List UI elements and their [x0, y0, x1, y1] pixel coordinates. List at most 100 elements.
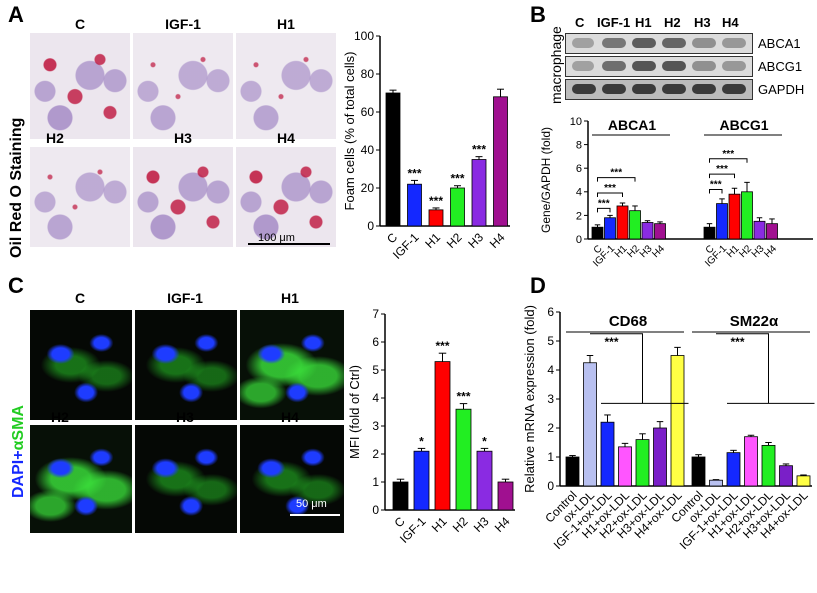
micro-title-a-h4: H4 — [277, 130, 295, 146]
chart-a-sig-2: *** — [429, 194, 443, 208]
chart-d-sm22a-3-bar — [744, 436, 758, 487]
chart-b-abcg1-h3-bar — [753, 220, 766, 240]
chart-b-sig-bracket-abca1-1 — [597, 207, 611, 213]
asma-label: αSMA — [10, 405, 27, 451]
chart-b-abcg1-h1-bar — [728, 193, 741, 240]
chart-a-ytick-label-3: 60 — [361, 105, 375, 119]
chart-d-group-cd68: CD68 — [609, 313, 647, 330]
micro-title-a-c: C — [74, 16, 86, 32]
chart-d-cd68-5-bar — [653, 427, 667, 487]
chart-b-abca1-h1-bar — [616, 205, 629, 240]
micrograph-a-h2 — [30, 147, 130, 247]
wb-blot-abcg1 — [565, 56, 753, 77]
micrograph-c-h2 — [30, 425, 132, 533]
chart-a-ytick-label-2: 40 — [361, 143, 375, 157]
chart-c-h2-bar — [455, 408, 472, 511]
chart-c-sig-1: * — [419, 434, 424, 448]
chart-c-ytick-label-7: 7 — [372, 307, 379, 321]
wb-blot-gapdh — [565, 79, 753, 100]
chart-b-sig-bracket-abca1-3 — [597, 177, 636, 182]
chart-b-ytick-label-0: 0 — [576, 234, 582, 246]
wb-lane-h4: H4 — [722, 15, 739, 30]
panel-letter-c: C — [8, 273, 24, 298]
chart-c-ytick-label-3: 3 — [372, 419, 379, 433]
chart-d-sig-bracket-cd68 — [590, 333, 643, 404]
micro-title-c-c: C — [74, 290, 86, 306]
chart-b-sig-abca1-1: *** — [598, 198, 610, 209]
chart-b-group-abca1: ABCA1 — [608, 117, 656, 133]
chart-d-sm22a-1-bar — [709, 479, 723, 487]
chart-d-cd68-0-bar — [565, 456, 580, 487]
micrograph-a-c — [30, 33, 130, 139]
chart-b-abca1-h4-bar — [654, 223, 666, 240]
chart-a-h1-bar — [428, 209, 444, 227]
macrophage-label: macrophage — [548, 26, 564, 104]
chart-b-abca1-h3-bar — [641, 222, 654, 240]
chart-a-ytick-label-4: 80 — [361, 67, 375, 81]
micro-title-a-h2: H2 — [46, 130, 64, 146]
chart-a-xlabel-2: H1 — [422, 230, 443, 251]
chart-d-ytick-label-3: 3 — [547, 392, 554, 406]
micrograph-c-h3 — [135, 425, 237, 533]
chart-b-abcg1-h2-bar — [741, 191, 753, 240]
dapi-label: DAPI+ — [10, 450, 27, 498]
chart-a-xlabel-4: H3 — [465, 230, 486, 251]
chart-d-ytick-label-0: 0 — [547, 479, 554, 493]
micro-title-a-igf1: IGF-1 — [165, 16, 201, 32]
chart-c-xlabel-4: H3 — [471, 514, 492, 535]
chart-d-ytick-label-1: 1 — [547, 450, 554, 464]
wb-lane-h3: H3 — [694, 15, 711, 30]
chart-c-c-bar — [392, 481, 409, 511]
chart-d-sm22a-0-bar — [691, 456, 706, 487]
micro-title-c-igf1: IGF-1 — [167, 290, 203, 306]
panel-letter-b: B — [530, 2, 546, 27]
chart-b-ytick-label-3: 6 — [576, 163, 582, 175]
chart-a-sig-3: *** — [450, 172, 464, 186]
chart-c-ytick-label-4: 4 — [372, 391, 379, 405]
chart-c-xlabel-3: H2 — [450, 514, 471, 535]
chart-b-group-abcg1: ABCG1 — [719, 117, 768, 133]
wb-label-abcg1: ABCG1 — [758, 59, 803, 74]
chart-a-ytick-label-1: 20 — [361, 181, 375, 195]
chart-c-sig-3: *** — [456, 390, 470, 404]
wb-lane-h1: H1 — [635, 15, 652, 30]
chart-b-abca1-c-bar — [591, 226, 604, 240]
chart-c-ytick-label-5: 5 — [372, 363, 379, 377]
chart-d-sm22a-6-bar — [796, 475, 811, 487]
scale-bar-c-label: 50 μm — [296, 498, 327, 510]
micro-title-a-h3: H3 — [174, 130, 192, 146]
chart-d-ytick-label-2: 2 — [547, 421, 554, 435]
chart-d-sm22a-5-bar — [779, 465, 793, 487]
chart-b-ytick-label-2: 4 — [576, 187, 582, 199]
scale-bar-a — [248, 243, 330, 245]
chart-b-sig-bracket-abcg1-3 — [709, 158, 748, 163]
chart-a-c-bar — [385, 92, 401, 227]
wb-label-abca1: ABCA1 — [758, 36, 801, 51]
wb-lane-labels: C IGF-1 H1 H2 H3 H4 — [565, 15, 755, 33]
chart-c-ylabel: MFI (fold of Ctrl) — [347, 365, 362, 459]
chart-a-ytick-label-5: 100 — [354, 29, 374, 43]
chart-a-ylabel: Foam cells (% of total cells) — [342, 52, 357, 211]
micro-title-c-h2: H2 — [51, 409, 69, 425]
micro-title-c-h4: H4 — [281, 409, 299, 425]
chart-d-sig-cd68: *** — [604, 335, 618, 349]
chart-d-sm22a-2-bar — [726, 452, 741, 487]
chart-b-sig-abca1-2: *** — [604, 183, 616, 194]
chart-b-xlabel-abcg1-5: H4 — [762, 243, 779, 260]
chart-b-xlabel-abca1-5: H4 — [650, 243, 667, 260]
chart-b-sig-abcg1-3: *** — [722, 149, 734, 160]
chart-c-ytick-label-1: 1 — [372, 475, 379, 489]
chart-c-sig-4: * — [482, 434, 487, 448]
chart-c-ytick-label-0: 0 — [372, 503, 379, 517]
chart-d-sig-bracket-sm22a — [716, 333, 769, 404]
chart-b-sig-bracket-abcg1-1 — [709, 188, 723, 194]
chart-b-abca1-h2-bar — [629, 210, 641, 240]
chart-b-abcg1-igf-1-bar — [716, 203, 728, 240]
micrograph-a-h3 — [133, 147, 233, 247]
micrograph-c-h4 — [240, 425, 344, 533]
chart-d-cd68-2-bar — [600, 421, 615, 487]
chart-d-cd68-4-bar — [635, 439, 650, 487]
